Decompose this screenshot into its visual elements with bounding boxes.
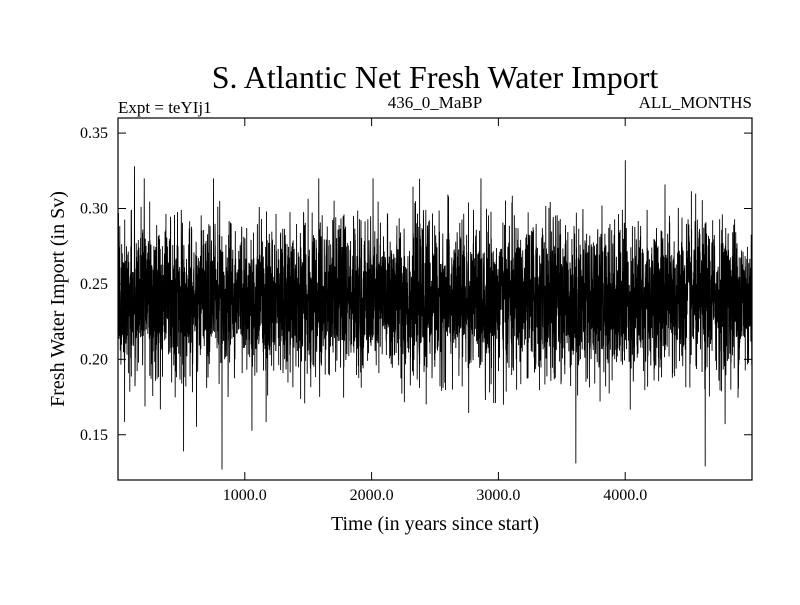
x-tick-label: 3000.0 xyxy=(476,487,520,504)
x-axis-label: Time (in years since start) xyxy=(331,513,539,535)
y-axis-label: Fresh Water Import (in Sv) xyxy=(47,191,69,407)
x-tick-label: 4000.0 xyxy=(603,487,647,504)
y-tick-label: 0.15 xyxy=(80,427,108,444)
y-tick-label: 0.20 xyxy=(80,351,108,368)
y-tick-label: 0.25 xyxy=(80,276,108,293)
chart-title: S. Atlantic Net Fresh Water Import xyxy=(212,59,659,95)
series-group xyxy=(117,160,753,470)
period-label: 436_0_MaBP xyxy=(388,93,482,112)
y-tick-label: 0.30 xyxy=(80,201,108,218)
x-tick-label: 1000.0 xyxy=(223,487,267,504)
series-line xyxy=(117,160,753,470)
y-axis-ticks: 0.15 0.20 0.25 0.30 0.35 xyxy=(80,125,752,444)
plot-frame xyxy=(117,117,753,481)
experiment-label: Expt = teYIj1 xyxy=(118,98,212,117)
x-axis-ticks: 1000.0 2000.0 3000.0 4000.0 xyxy=(223,118,647,504)
y-tick-label: 0.35 xyxy=(80,125,108,142)
x-tick-label: 2000.0 xyxy=(350,487,394,504)
months-label: ALL_MONTHS xyxy=(639,93,752,112)
